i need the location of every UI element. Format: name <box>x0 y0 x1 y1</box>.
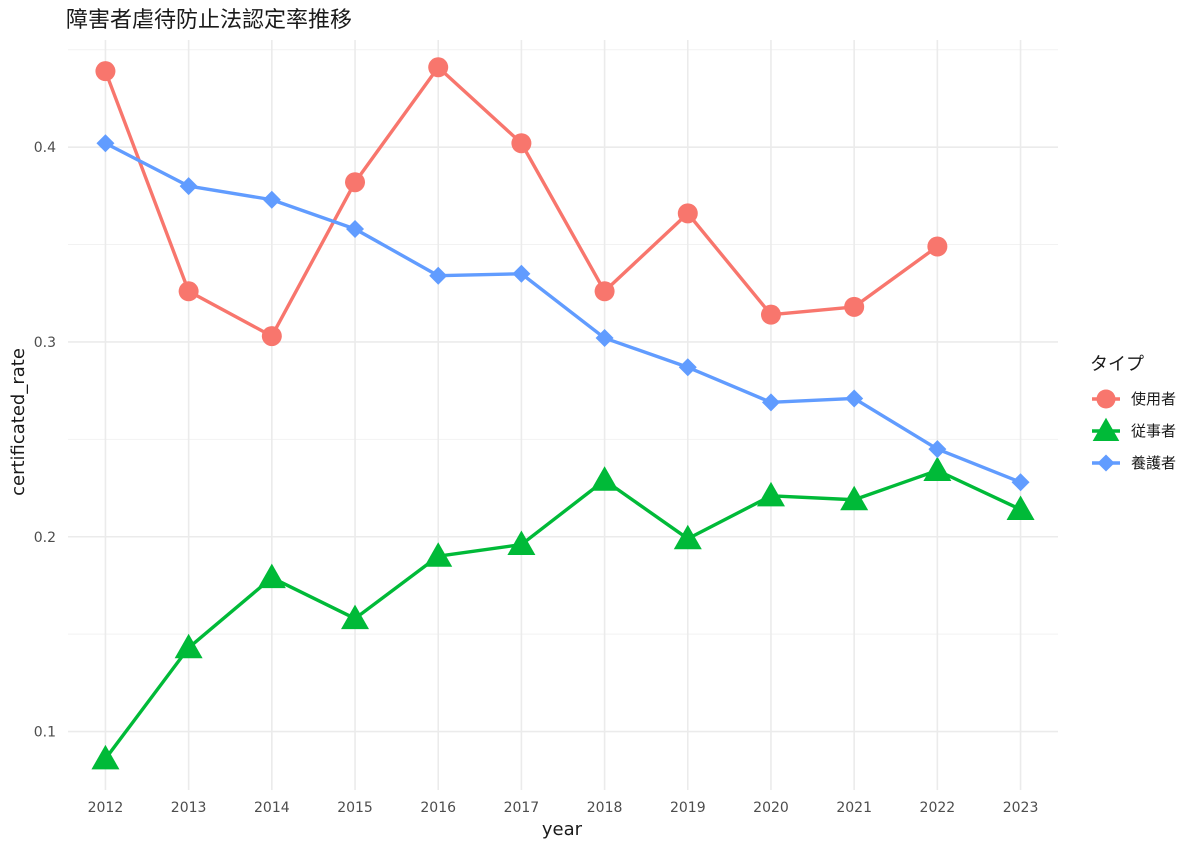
x-tick-label: 2018 <box>587 800 623 816</box>
x-tick-label: 2023 <box>1003 800 1039 816</box>
grid <box>68 40 1058 790</box>
series-diamond <box>96 134 1030 492</box>
series-circle <box>95 57 948 347</box>
data-point <box>507 530 536 556</box>
y-tick-labels: 0.1 0.2 0.3 0.4 <box>34 140 56 740</box>
data-point <box>678 358 697 377</box>
x-tick-label: 2017 <box>504 800 540 816</box>
series-group <box>91 57 1035 770</box>
x-tick-label: 2019 <box>670 800 706 816</box>
legend-label: 養護者 <box>1131 454 1176 472</box>
data-point <box>594 281 615 302</box>
data-point <box>761 393 780 412</box>
data-point <box>428 57 449 78</box>
data-point <box>91 744 120 770</box>
legend-label: 使用者 <box>1131 390 1176 408</box>
data-point <box>1006 495 1035 520</box>
data-point <box>345 172 366 193</box>
legend-label: 従事者 <box>1131 422 1176 440</box>
legend-item: 使用者 <box>1092 389 1176 409</box>
data-point <box>346 219 365 238</box>
x-tick-label: 2013 <box>171 800 207 816</box>
legend-item: 養護者 <box>1092 454 1176 472</box>
data-point <box>927 236 948 257</box>
data-point <box>1011 473 1030 492</box>
data-point <box>179 177 198 196</box>
data-point <box>590 466 619 491</box>
data-point <box>261 326 282 347</box>
data-point <box>178 281 199 302</box>
legend-key-marker <box>1096 389 1116 409</box>
data-point <box>756 481 785 507</box>
x-tick-label: 2020 <box>753 800 789 816</box>
data-point <box>262 190 281 209</box>
data-point <box>595 329 614 348</box>
data-point <box>174 633 203 659</box>
data-point <box>424 542 453 567</box>
series-triangle <box>91 456 1035 770</box>
data-point <box>840 485 869 511</box>
data-point <box>257 563 286 589</box>
x-tick-label: 2014 <box>254 800 290 816</box>
series-line <box>103 468 1023 761</box>
data-point <box>677 203 698 224</box>
data-point <box>341 604 370 630</box>
x-tick-label: 2022 <box>920 800 956 816</box>
data-point <box>429 266 448 285</box>
data-point <box>511 133 532 154</box>
data-point <box>673 524 702 550</box>
data-point <box>96 134 115 153</box>
legend-key-marker <box>1092 417 1120 441</box>
y-tick-label: 0.4 <box>34 140 56 156</box>
chart-title: 障害者虐待防止法認定率推移 <box>66 8 352 33</box>
series-line <box>103 141 1023 484</box>
data-point <box>928 440 947 459</box>
x-axis-title: year <box>542 819 583 840</box>
data-point <box>512 264 531 283</box>
data-point <box>845 389 864 408</box>
data-point <box>844 296 865 317</box>
data-point <box>95 61 116 82</box>
x-tick-labels: 2012 2013 2014 2015 2016 2017 2018 2019 2020 2021… <box>88 800 1039 816</box>
x-tick-label: 2015 <box>337 800 373 816</box>
legend-title: タイプ <box>1090 354 1144 375</box>
legend-item: 従事者 <box>1092 417 1176 441</box>
x-tick-label: 2016 <box>420 800 456 816</box>
data-point <box>760 304 781 325</box>
x-tick-label: 2021 <box>836 800 872 816</box>
y-tick-label: 0.3 <box>34 335 56 351</box>
x-tick-label: 2012 <box>88 800 124 816</box>
y-tick-label: 0.1 <box>34 725 56 741</box>
legend-key-marker <box>1097 454 1115 472</box>
y-tick-label: 0.2 <box>34 530 56 546</box>
y-axis-title: certificated_rate <box>8 348 29 496</box>
data-point <box>923 456 952 482</box>
